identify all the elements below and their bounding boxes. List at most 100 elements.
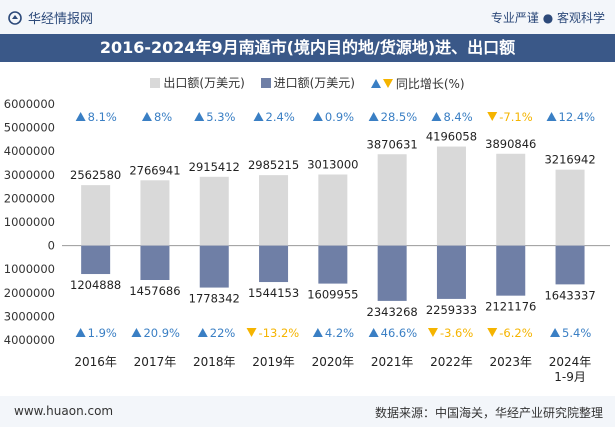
export-bar <box>199 176 229 246</box>
import-value-label: 1204888 <box>70 278 121 292</box>
legend-label-import: 进口额(万美元) <box>273 76 355 90</box>
import-bar <box>199 245 229 288</box>
chart-legend: 出口额(万美元) 进口额(万美元) 同比增长(%) <box>0 74 615 92</box>
import-bar <box>436 245 466 299</box>
import-value-label: 1457686 <box>129 284 180 298</box>
export-growth-label: 8.4% <box>443 110 472 124</box>
export-bar <box>496 153 526 246</box>
y-tick-label: 5000000 <box>4 121 55 135</box>
legend-swatch-import <box>260 77 271 88</box>
export-value-label: 2766941 <box>129 163 180 177</box>
brand-name: 华经情报网 <box>28 12 94 27</box>
export-bar <box>259 175 289 246</box>
brand: 华经情报网 <box>8 8 93 27</box>
import-growth-triangle-icon <box>246 328 257 337</box>
export-growth-triangle-icon <box>141 112 152 121</box>
import-growth-triangle-icon <box>75 328 86 337</box>
export-value-label: 3890846 <box>485 137 536 151</box>
y-tick-label: 3000000 <box>4 309 55 323</box>
import-value-label: 1544153 <box>248 286 299 300</box>
import-growth-triangle-icon <box>368 328 379 337</box>
export-growth-triangle-icon <box>253 112 264 121</box>
export-growth-triangle-icon <box>487 112 498 121</box>
export-bar <box>81 185 111 246</box>
x-tick-label: 2017年 <box>134 355 177 369</box>
export-growth-label: -7.1% <box>499 110 532 124</box>
export-value-label: 3216942 <box>544 153 595 167</box>
legend-label-growth: 同比增长(%) <box>395 76 465 91</box>
export-growth-label: 0.9% <box>325 110 354 124</box>
export-growth-label: 5.3% <box>206 110 235 124</box>
export-value-label: 4196058 <box>426 130 477 144</box>
export-bar <box>555 169 585 246</box>
x-tick-label: 2022年 <box>430 355 473 369</box>
export-growth-triangle-icon <box>312 112 323 121</box>
import-growth-triangle-icon <box>312 328 323 337</box>
export-value-label: 2915412 <box>189 160 240 174</box>
growth-up-triangle-icon <box>370 78 381 88</box>
import-value-label: 1609955 <box>307 288 358 302</box>
y-tick-label: 3000000 <box>4 168 55 182</box>
export-value-label: 3870631 <box>367 137 418 151</box>
import-growth-triangle-icon <box>550 328 561 337</box>
export-bar <box>436 146 466 246</box>
import-growth-label: 22% <box>210 326 236 340</box>
import-growth-triangle-icon <box>131 328 142 337</box>
import-bar <box>555 245 585 285</box>
import-growth-label: -13.2% <box>259 326 300 340</box>
legend-label-export: 出口额(万美元) <box>163 76 245 90</box>
import-growth-label: 5.4% <box>562 326 591 340</box>
x-tick-label: 2023年 <box>489 355 532 369</box>
export-growth-label: 28.5% <box>381 110 418 124</box>
import-growth-label: 1.9% <box>88 326 117 340</box>
import-value-label: 2259333 <box>426 303 477 317</box>
growth-down-triangle-icon <box>382 78 393 88</box>
export-bar <box>318 174 348 246</box>
huajing-logo-icon <box>8 10 22 25</box>
export-growth-label: 12.4% <box>559 110 596 124</box>
footer-site: www.huaon.com <box>14 404 114 418</box>
import-value-label: 2121176 <box>485 300 536 314</box>
chart-plot: 6000000 5000000 4000000 3000000 2000000 10000… <box>4 97 610 384</box>
legend-item-export: 出口额(万美元) <box>150 74 245 91</box>
export-growth-triangle-icon <box>194 112 205 121</box>
x-tick-label: 2018年 <box>193 355 236 369</box>
export-bar <box>377 154 407 246</box>
brand-tags: 专业严谨 ● 客观科学 <box>490 11 605 25</box>
export-bar <box>140 180 170 246</box>
export-growth-triangle-icon <box>431 112 442 121</box>
footer-source: 数据来源：中国海关，华经产业研究院整理 <box>374 406 603 420</box>
export-growth-label: 8.1% <box>88 110 117 124</box>
y-tick-label: 1000000 <box>4 215 55 229</box>
export-growth-triangle-icon <box>368 112 379 121</box>
export-growth-label: 8% <box>154 110 172 124</box>
import-bar <box>259 245 289 283</box>
legend-swatch-export <box>150 77 161 88</box>
y-tick-label: 2000000 <box>4 191 55 205</box>
import-growth-label: 4.2% <box>325 326 354 340</box>
y-tick-label: 4000000 <box>4 144 55 158</box>
export-value-label: 2562580 <box>70 168 121 182</box>
x-tick-label: 2016年 <box>74 355 117 369</box>
import-growth-triangle-icon <box>427 328 438 337</box>
header-bar: 华经情报网 专业严谨 ● 客观科学 <box>0 0 615 34</box>
y-tick-label: 6000000 <box>4 97 55 111</box>
export-growth-triangle-icon <box>75 112 86 121</box>
import-growth-triangle-icon <box>487 328 498 337</box>
x-tick-label: 2021年 <box>371 355 414 369</box>
export-growth-triangle-icon <box>546 112 557 121</box>
export-growth-label: 2.4% <box>266 110 295 124</box>
import-value-label: 1778342 <box>189 292 240 306</box>
import-bar <box>140 245 170 281</box>
import-growth-triangle-icon <box>197 328 208 337</box>
x-tick-label: 2024年 1-9月 <box>549 355 592 384</box>
import-value-label: 2343268 <box>367 305 418 319</box>
import-value-label: 1643337 <box>544 288 595 302</box>
chart-title: 2016-2024年9月南通市(境内目的地/货源地)进、出口额 <box>0 34 615 62</box>
y-tick-label: 1000000 <box>4 262 55 276</box>
y-tick-label: 4000000 <box>4 333 55 347</box>
y-tick-label: 2000000 <box>4 286 55 300</box>
legend-item-import: 进口额(万美元) <box>260 74 355 91</box>
legend-item-growth: 同比增长(%) <box>370 75 465 92</box>
import-bar <box>377 245 407 301</box>
